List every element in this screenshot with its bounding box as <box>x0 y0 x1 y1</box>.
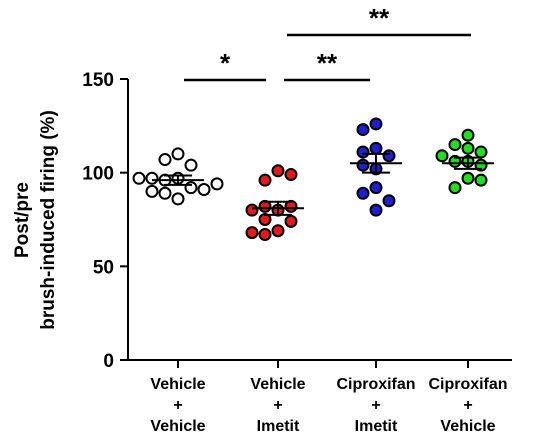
data-point <box>356 186 370 200</box>
x-tick-label: + <box>173 397 182 414</box>
data-point <box>171 192 185 206</box>
data-point <box>369 141 383 155</box>
data-point <box>284 168 298 182</box>
significance-label: ** <box>369 3 390 33</box>
data-point <box>356 123 370 137</box>
data-point <box>271 164 285 178</box>
data-point <box>158 186 172 200</box>
data-point <box>474 173 488 187</box>
data-point <box>461 128 475 142</box>
y-tick-label: 150 <box>82 70 114 91</box>
y-axis-title-line1: Post/pre <box>12 182 33 258</box>
data-point <box>145 184 159 198</box>
y-tick-label: 100 <box>82 164 114 185</box>
data-point <box>184 158 198 172</box>
data-point <box>382 149 396 163</box>
significance-label: * <box>220 48 231 78</box>
data-point <box>461 141 475 155</box>
chart-marks: 0 50 100 150 Vehicle + Vehicle Vehicle + Imetit Ci… <box>82 3 507 435</box>
data-point <box>258 173 272 187</box>
y-tick-label: 50 <box>93 257 114 278</box>
x-tick-label: Vehicle <box>150 376 205 393</box>
x-tick-label: Imetit <box>257 418 300 435</box>
x-tick-label: + <box>463 397 472 414</box>
data-point <box>448 181 462 195</box>
data-point <box>132 171 146 185</box>
data-point <box>197 183 211 197</box>
x-tick-label: Vehicle <box>150 418 205 435</box>
data-point <box>245 226 259 240</box>
data-point <box>369 181 383 195</box>
data-point <box>382 194 396 208</box>
y-axis-title: Post/pre brush-induced firing (%) <box>12 110 59 330</box>
x-tick-label: Imetit <box>355 418 398 435</box>
x-tick-label: Ciproxifan <box>336 376 415 393</box>
data-point <box>245 203 259 217</box>
data-point <box>145 171 159 185</box>
x-tick-label: Ciproxifan <box>428 376 507 393</box>
data-point <box>369 203 383 217</box>
data-point <box>448 138 462 152</box>
x-tick-label: + <box>273 397 282 414</box>
data-point <box>474 145 488 159</box>
x-tick-label: Vehicle <box>440 418 495 435</box>
data-point <box>356 158 370 172</box>
data-point <box>356 145 370 159</box>
data-point <box>435 149 449 163</box>
data-point <box>461 171 475 185</box>
data-point <box>184 181 198 195</box>
y-axis-title-line2: brush-induced firing (%) <box>38 110 59 330</box>
data-point <box>369 117 383 131</box>
data-point <box>158 153 172 167</box>
data-point <box>271 224 285 238</box>
significance-label: ** <box>317 48 338 78</box>
x-tick-label: Vehicle <box>250 376 305 393</box>
data-point <box>210 177 224 191</box>
x-tick-label: + <box>371 397 380 414</box>
data-point <box>284 214 298 228</box>
y-tick-label: 0 <box>103 351 114 372</box>
data-point <box>258 227 272 241</box>
data-point <box>171 147 185 161</box>
